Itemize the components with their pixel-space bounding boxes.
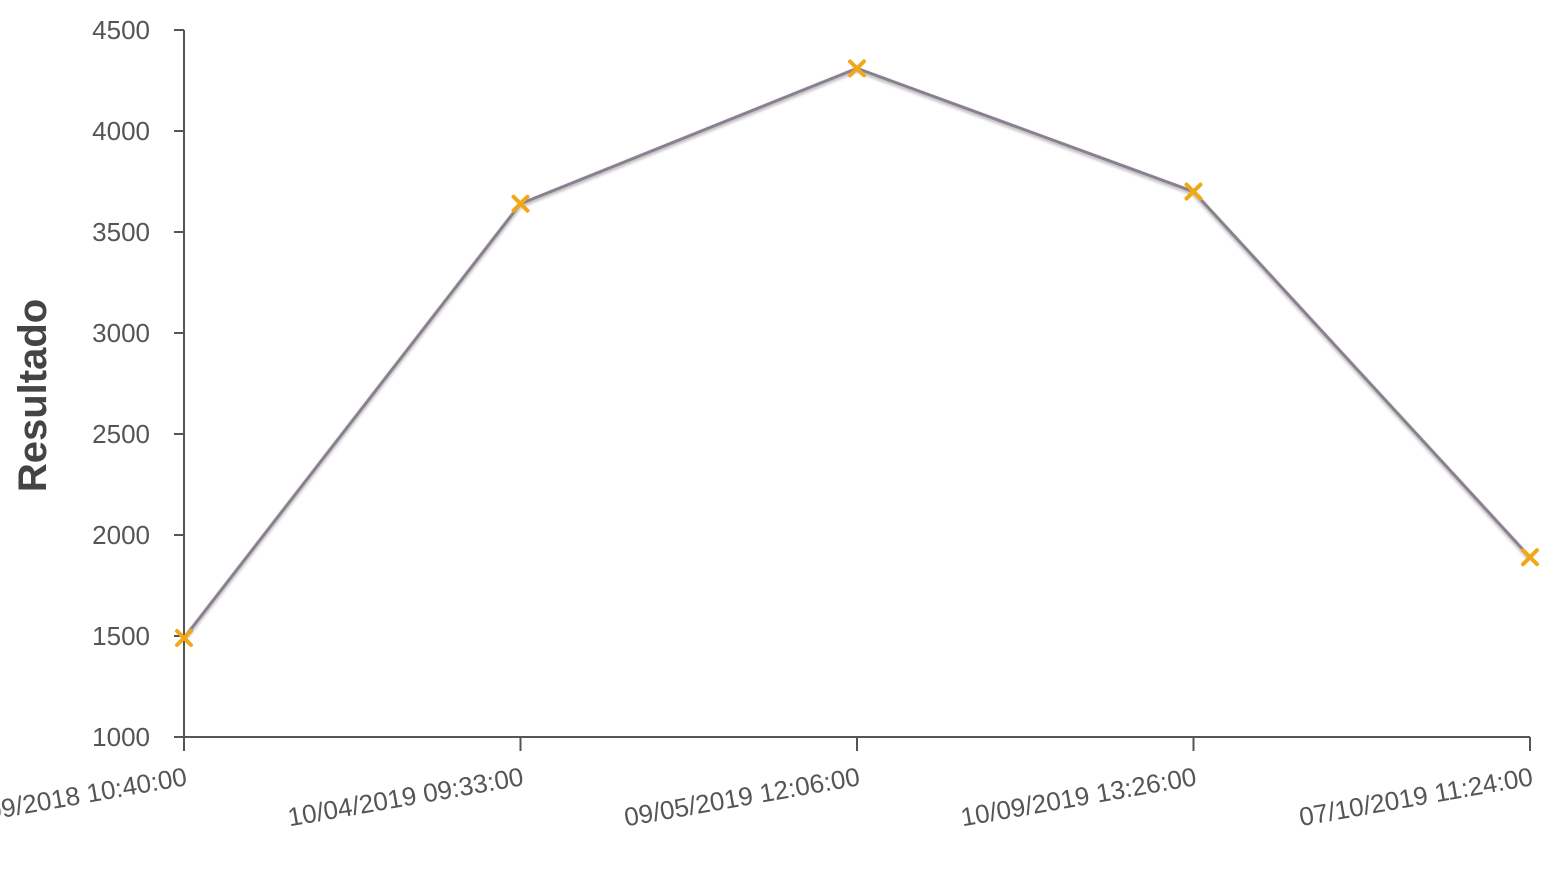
data-point-marker [1184, 182, 1203, 201]
y-tick-label: 1500 [92, 621, 150, 651]
y-tick-label: 4500 [92, 15, 150, 45]
x-tick-label: 10/09/2019 13:26:00 [958, 761, 1198, 832]
y-axis-ticks: 1000 1500 2000 2500 3000 3500 4000 4500 [92, 15, 184, 752]
x-axis-ticks: 07/09/2018 10:40:00 10/04/2019 09:33:00 09… [0, 737, 1535, 832]
y-tick-label: 3500 [92, 217, 150, 247]
y-tick-label: 2500 [92, 419, 150, 449]
x-tick-label: 07/09/2018 10:40:00 [0, 761, 189, 832]
data-point-marker [1521, 548, 1539, 567]
y-tick-label: 1000 [92, 722, 150, 752]
x-tick-label: 10/04/2019 09:33:00 [285, 761, 525, 832]
series-group [175, 59, 1539, 648]
y-tick-label: 2000 [92, 520, 150, 550]
data-point-marker [175, 629, 193, 648]
data-point-marker [848, 59, 866, 78]
y-tick-label: 3000 [92, 318, 150, 348]
data-point-marker [511, 194, 530, 213]
y-axis-title: Resultado [11, 299, 55, 492]
x-tick-label: 09/05/2019 12:06:00 [622, 761, 862, 832]
y-tick-label: 4000 [92, 116, 150, 146]
series-line [182, 66, 1532, 639]
x-tick-label: 07/10/2019 11:24:00 [1297, 761, 1535, 832]
